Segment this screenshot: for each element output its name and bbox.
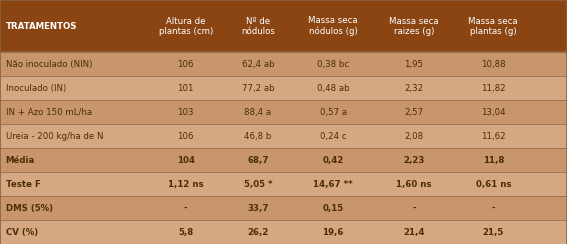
Text: 5,8: 5,8	[178, 227, 193, 236]
Text: Nº de
nódulos: Nº de nódulos	[241, 17, 275, 36]
Bar	[0, 0, 567, 52]
Text: Massa seca
plantas (g): Massa seca plantas (g)	[468, 17, 518, 36]
Text: 14,67 **: 14,67 **	[314, 180, 353, 189]
Text: 5,05 *: 5,05 *	[244, 180, 272, 189]
Text: 11,82: 11,82	[481, 84, 506, 93]
Text: 26,2: 26,2	[247, 227, 269, 236]
Text: CV (%): CV (%)	[6, 227, 38, 236]
Text: 103: 103	[177, 108, 194, 117]
Text: Altura de
plantas (cm): Altura de plantas (cm)	[159, 17, 213, 36]
Text: 2,23: 2,23	[403, 156, 425, 165]
Text: 2,08: 2,08	[404, 132, 424, 141]
Text: 46,8 b: 46,8 b	[244, 132, 272, 141]
Text: 0,61 ns: 0,61 ns	[476, 180, 511, 189]
Bar	[0, 124, 567, 148]
Text: 106: 106	[177, 60, 194, 69]
Bar	[0, 196, 567, 220]
Text: Inoculado (IN): Inoculado (IN)	[6, 84, 66, 93]
Text: 106: 106	[177, 132, 194, 141]
Text: 2,32: 2,32	[404, 84, 424, 93]
Text: 19,6: 19,6	[323, 227, 344, 236]
Text: 21,4: 21,4	[403, 227, 425, 236]
Text: 68,7: 68,7	[247, 156, 269, 165]
Text: 2,57: 2,57	[404, 108, 424, 117]
Text: 1,60 ns: 1,60 ns	[396, 180, 431, 189]
Bar	[0, 76, 567, 100]
Text: 11,62: 11,62	[481, 132, 506, 141]
Text: -: -	[412, 203, 416, 213]
Text: Não inoculado (NIN): Não inoculado (NIN)	[6, 60, 92, 69]
Text: 0,57 a: 0,57 a	[320, 108, 346, 117]
Text: Ureia - 200 kg/ha de N: Ureia - 200 kg/ha de N	[6, 132, 103, 141]
Text: 13,04: 13,04	[481, 108, 506, 117]
Text: DMS (5%): DMS (5%)	[6, 203, 53, 213]
Text: 0,48 ab: 0,48 ab	[317, 84, 349, 93]
Text: -: -	[184, 203, 188, 213]
Text: 0,42: 0,42	[323, 156, 344, 165]
Text: 33,7: 33,7	[247, 203, 269, 213]
Bar	[0, 52, 567, 76]
Text: 0,38 bc: 0,38 bc	[317, 60, 349, 69]
Text: 0,24 c: 0,24 c	[320, 132, 346, 141]
Text: 104: 104	[177, 156, 194, 165]
Text: 77,2 ab: 77,2 ab	[242, 84, 274, 93]
Text: 62,4 ab: 62,4 ab	[242, 60, 274, 69]
Bar	[0, 100, 567, 124]
Text: 101: 101	[177, 84, 194, 93]
Text: 11,8: 11,8	[483, 156, 504, 165]
Text: TRATAMENTOS: TRATAMENTOS	[6, 22, 77, 31]
Text: 10,88: 10,88	[481, 60, 506, 69]
Text: Teste F: Teste F	[6, 180, 40, 189]
Text: 1,12 ns: 1,12 ns	[168, 180, 204, 189]
Text: 21,5: 21,5	[483, 227, 504, 236]
Bar	[0, 220, 567, 244]
Text: Média: Média	[6, 156, 35, 165]
Text: 1,95: 1,95	[404, 60, 424, 69]
Text: Massa seca
raizes (g): Massa seca raizes (g)	[389, 17, 439, 36]
Text: -: -	[492, 203, 495, 213]
Text: 0,15: 0,15	[323, 203, 344, 213]
Bar	[0, 148, 567, 172]
Bar	[0, 172, 567, 196]
Text: 88,4 a: 88,4 a	[244, 108, 272, 117]
Text: Massa seca
nódulos (g): Massa seca nódulos (g)	[308, 16, 358, 36]
Text: IN + Azo 150 mL/ha: IN + Azo 150 mL/ha	[6, 108, 92, 117]
